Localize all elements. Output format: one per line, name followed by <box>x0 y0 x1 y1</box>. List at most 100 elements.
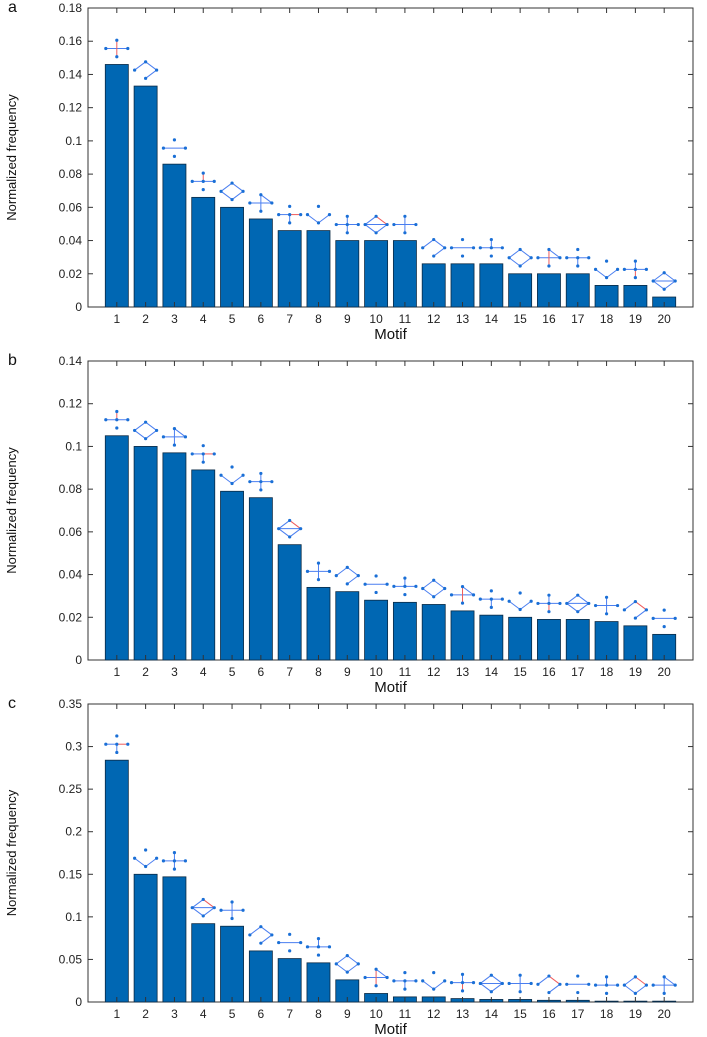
motif-node <box>190 906 194 910</box>
motif-edge <box>480 974 492 984</box>
motif-edge <box>134 430 146 440</box>
motif-node <box>443 586 447 591</box>
motif-edge <box>508 249 521 259</box>
motif-edge <box>663 976 676 986</box>
bar <box>162 876 187 1003</box>
motif-node <box>576 247 580 252</box>
y-tick-label: 0.25 <box>59 782 83 796</box>
motif-glyph <box>536 593 562 614</box>
motif-edge <box>346 955 359 965</box>
motif-edge <box>663 280 676 290</box>
motif-node <box>316 953 321 957</box>
motif-glyph <box>565 974 591 995</box>
motif-node <box>403 576 407 580</box>
motif-edge <box>346 963 359 973</box>
motif-glyph <box>507 591 533 612</box>
bar <box>220 490 244 661</box>
motif-node <box>518 607 522 612</box>
motif-glyph <box>565 593 591 614</box>
motif-node <box>576 990 580 995</box>
motif-node <box>201 188 205 192</box>
motif-node <box>403 584 407 588</box>
x-tick-label: 7 <box>286 1007 293 1021</box>
motif-glyph <box>421 578 447 599</box>
motif-node <box>644 608 648 612</box>
motif-node <box>230 181 234 185</box>
motif-node <box>115 742 119 746</box>
x-tick-label: 18 <box>600 312 614 326</box>
motif-glyph <box>565 247 591 268</box>
motif-edge <box>462 586 474 596</box>
motif-glyph <box>133 420 159 441</box>
motif-node <box>219 189 223 193</box>
motif-node <box>432 578 436 582</box>
motif-edge <box>519 249 532 259</box>
motif-node <box>460 989 465 993</box>
motif-edge <box>480 983 492 993</box>
motif-edge <box>433 588 446 598</box>
motif-edge <box>231 474 244 484</box>
motif-node <box>172 850 177 855</box>
motif-node <box>558 601 562 606</box>
x-tick-label: 10 <box>369 312 383 326</box>
x-tick-label: 12 <box>427 312 441 326</box>
bar <box>191 469 216 661</box>
motif-node <box>316 578 321 582</box>
motif-node <box>201 452 205 456</box>
motif-node <box>518 264 522 268</box>
motif-node <box>363 582 367 586</box>
motif-node <box>644 267 648 272</box>
motif-node <box>565 982 569 986</box>
bar <box>162 452 187 661</box>
motif-glyph <box>622 975 648 995</box>
motif-edge <box>624 976 636 986</box>
motif-node <box>126 742 130 746</box>
motif-node <box>104 742 108 746</box>
motif-node <box>327 212 332 217</box>
motif-node <box>172 443 177 447</box>
motif-node <box>392 979 396 983</box>
motif-node <box>241 908 245 912</box>
motif-glyph <box>392 214 418 235</box>
motif-node <box>104 46 108 51</box>
motif-edge <box>145 857 157 867</box>
motif-node <box>374 574 378 578</box>
motif-node <box>449 980 454 985</box>
motif-node <box>576 264 580 268</box>
motif-glyph <box>219 465 245 486</box>
motif-node <box>443 979 447 983</box>
motif-glyph <box>161 850 188 871</box>
x-tick-label: 16 <box>542 1007 556 1021</box>
motif-node <box>662 975 666 979</box>
motif-node <box>133 856 137 860</box>
x-tick-label: 15 <box>513 312 527 326</box>
motif-edge <box>335 567 348 577</box>
x-axis-label: Motif <box>374 679 407 696</box>
bar <box>421 604 446 661</box>
motif-glyph <box>305 561 332 582</box>
motif-node <box>576 610 580 614</box>
motif-node <box>432 971 436 975</box>
bar <box>248 950 273 1003</box>
motif-glyph <box>277 204 303 225</box>
motif-glyph <box>104 734 130 755</box>
bar <box>565 619 590 661</box>
motif-node <box>478 981 482 986</box>
motif-node <box>633 259 637 263</box>
x-axis-label: Motif <box>374 1021 407 1037</box>
motif-node <box>529 599 533 603</box>
motif-edge <box>364 224 377 234</box>
y-axis-label: Normalized frequency <box>4 94 19 221</box>
motif-node <box>471 980 476 985</box>
motif-node <box>403 214 407 218</box>
motif-node <box>460 601 465 605</box>
bar <box>306 962 331 1003</box>
motif-node <box>478 597 482 601</box>
motif-edge <box>346 575 359 585</box>
motif-edge <box>433 579 446 589</box>
y-tick-label: 0.06 <box>59 525 83 539</box>
motif-node <box>144 420 148 424</box>
motif-edge <box>508 257 521 267</box>
motif-node <box>316 945 321 949</box>
x-tick-label: 19 <box>629 312 643 326</box>
